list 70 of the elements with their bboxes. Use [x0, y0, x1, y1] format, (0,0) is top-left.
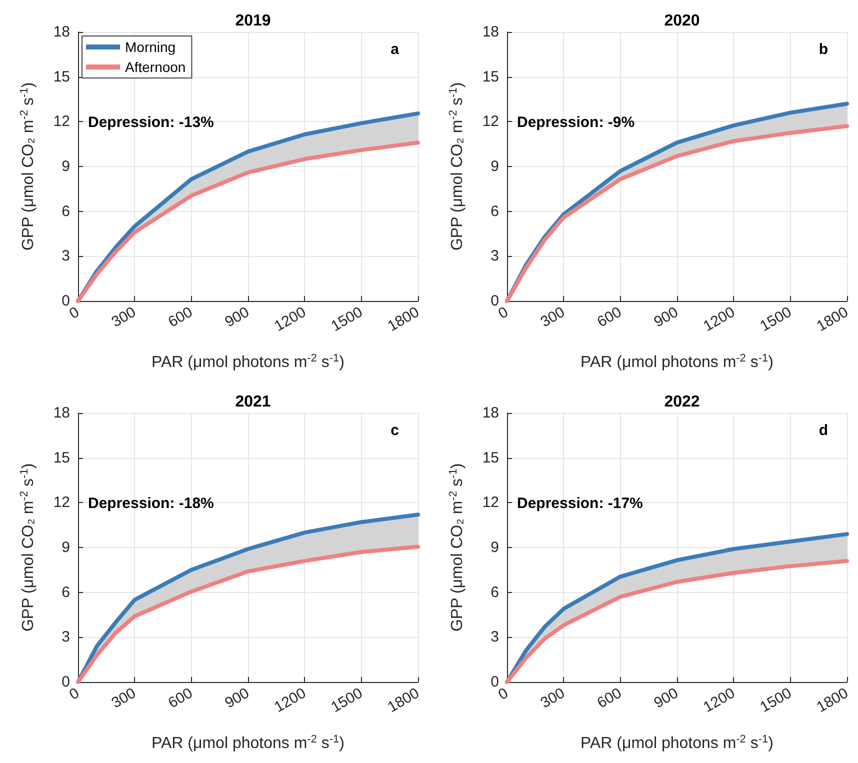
x-tick-label: 1200 [272, 684, 309, 716]
y-tick-label: 6 [62, 202, 70, 220]
x-tick-label: 600 [594, 684, 625, 712]
annotation: b [818, 41, 828, 58]
x-tick-label: 300 [538, 304, 568, 331]
y-tick-label: 18 [482, 24, 499, 40]
x-tick-label: 300 [108, 684, 139, 712]
y-tick-label: 12 [482, 494, 499, 512]
y-tick-label: 0 [490, 674, 499, 690]
y-axis-title: GPP (μmol CO₂ m-2 s-1) [18, 463, 37, 632]
legend-label: Afternoon [125, 59, 186, 75]
annotation: Depression: -18% [88, 495, 214, 512]
chart-title: 2020 [664, 12, 700, 30]
annotation: Depression: -17% [517, 495, 643, 512]
x-tick-label: 600 [165, 304, 196, 331]
x-tick-label: 600 [594, 304, 625, 331]
y-tick-label: 12 [53, 494, 70, 512]
y-tick-label: 9 [490, 539, 499, 556]
y-tick-label: 18 [482, 404, 499, 422]
y-tick-label: 9 [62, 158, 70, 175]
x-tick-label: 1500 [757, 684, 795, 716]
y-tick-label: 15 [482, 449, 499, 466]
x-tick-label: 1500 [328, 684, 366, 716]
x-tick-label: 1500 [757, 304, 795, 336]
x-tick-label: 1200 [700, 684, 738, 716]
annotation: Depression: -13% [88, 114, 214, 131]
x-tick-label: 1200 [272, 304, 309, 336]
x-tick-label: 900 [222, 304, 252, 331]
x-tick-label: 1800 [384, 304, 422, 336]
x-tick-label: 900 [651, 684, 682, 712]
x-tick-label: 1200 [700, 304, 738, 336]
y-axis-title: GPP (μmol CO₂ m-2 s-1) [448, 82, 466, 251]
y-tick-label: 0 [490, 292, 499, 310]
annotation: c [390, 422, 399, 439]
x-tick-label: 900 [651, 304, 682, 331]
annotation: d [818, 422, 828, 439]
x-tick-label: 1800 [384, 684, 422, 716]
chart-title: 2021 [235, 394, 271, 410]
y-tick-label: 12 [53, 113, 70, 130]
y-tick-label: 3 [62, 248, 70, 265]
y-axis-title: GPP (μmol CO₂ m-2 s-1) [18, 82, 37, 251]
legend-label: Morning [125, 39, 176, 55]
x-tick-label: 900 [222, 684, 252, 712]
y-tick-label: 6 [490, 202, 499, 220]
y-tick-label: 3 [62, 628, 70, 646]
x-tick-label: 600 [165, 684, 196, 712]
y-tick-label: 3 [490, 628, 499, 646]
x-tick-label: 300 [108, 304, 139, 331]
y-tick-label: 18 [53, 24, 70, 40]
x-tick-label: 1800 [814, 304, 852, 336]
x-tick-label: 300 [538, 684, 568, 712]
y-tick-label: 15 [482, 68, 499, 86]
y-tick-label: 6 [490, 584, 499, 601]
y-tick-label: 9 [490, 158, 499, 175]
x-tick-label: 1500 [328, 304, 366, 336]
chart-title: 2019 [235, 12, 271, 30]
y-tick-label: 9 [62, 539, 70, 556]
y-axis-title: GPP (μmol CO₂ m-2 s-1) [448, 463, 466, 632]
y-tick-label: 18 [53, 404, 70, 422]
annotation: a [390, 41, 400, 58]
y-tick-label: 15 [53, 68, 70, 86]
annotation: Depression: -9% [517, 114, 635, 131]
y-tick-label: 6 [62, 584, 70, 601]
y-tick-label: 15 [53, 449, 70, 466]
x-tick-label: 1800 [814, 684, 852, 716]
y-tick-label: 0 [62, 292, 70, 310]
y-tick-label: 0 [62, 674, 70, 690]
y-tick-label: 3 [490, 248, 499, 265]
y-tick-label: 12 [482, 113, 499, 130]
chart-title: 2022 [664, 394, 700, 410]
